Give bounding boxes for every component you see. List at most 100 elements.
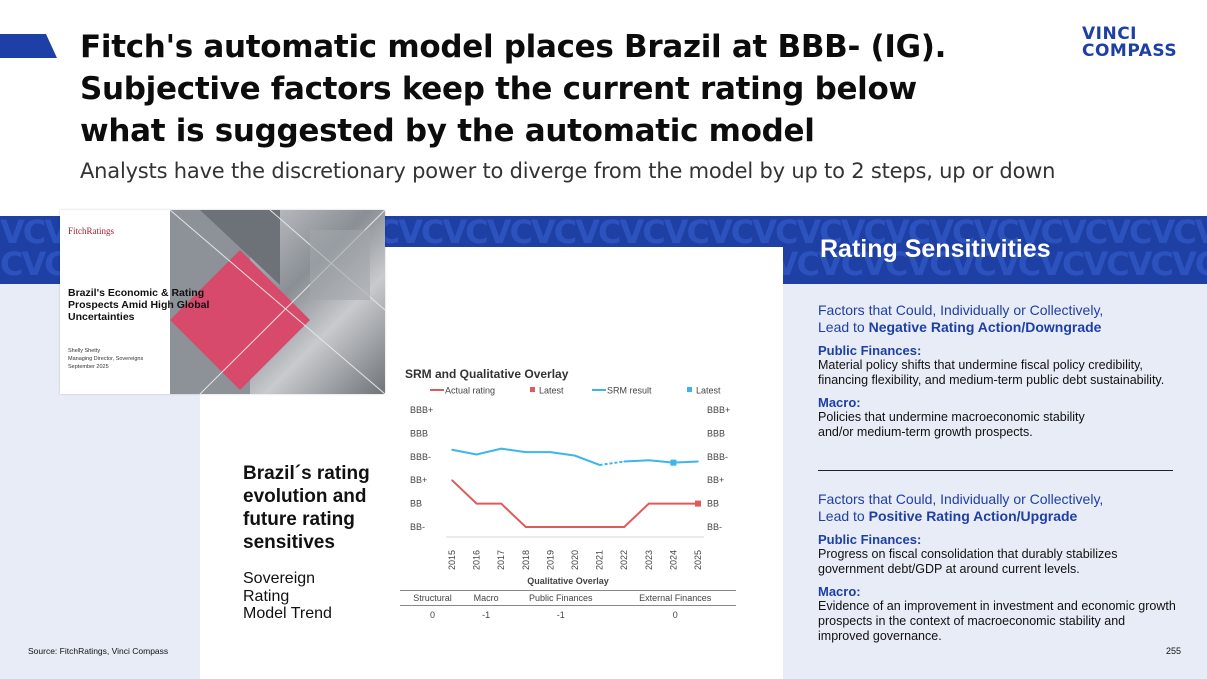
negative-heading-bold: Negative Rating Action/Downgrade bbox=[868, 319, 1102, 335]
x-tick-label: 2017 bbox=[496, 550, 506, 570]
vinci-compass-logo: VINCI COMPASS bbox=[1082, 26, 1177, 60]
cover-heading: Brazil's Economic & Rating Prospects Ami… bbox=[68, 287, 210, 323]
series-line-srm bbox=[451, 447, 600, 466]
overlay-value: 0 bbox=[429, 610, 435, 620]
overlay-header: Structural bbox=[400, 590, 465, 606]
negative-heading-line: Factors that Could, Individually or Coll… bbox=[818, 302, 1104, 318]
chart-title: SRM and Qualitative Overlay bbox=[405, 367, 569, 381]
legend-label-0: Actual rating bbox=[445, 386, 495, 396]
positive-item-label: Macro: bbox=[818, 584, 861, 599]
negative-item-text: Material policy shifts that undermine fi… bbox=[818, 358, 1165, 387]
overlay-header: Macro bbox=[464, 590, 508, 606]
srm-chart: Actual rating Latest SRM result Latest BB- BB… bbox=[410, 386, 730, 587]
positive-heading-bold: Positive Rating Action/Upgrade bbox=[868, 508, 1078, 524]
series-point-srm bbox=[525, 451, 527, 453]
legend-label-1: Latest bbox=[539, 386, 564, 396]
srm-trend-label: Sovereign Rating Model Trend bbox=[243, 570, 332, 623]
series-point-actual bbox=[598, 526, 601, 528]
logo-line-1: VINCI bbox=[1082, 24, 1138, 44]
overlay-value: -1 bbox=[556, 610, 565, 620]
series-line-srm-recent bbox=[624, 459, 699, 464]
series-point-srm bbox=[648, 459, 650, 462]
series-point-srm bbox=[451, 448, 453, 451]
series-line-srm-dashed bbox=[599, 460, 625, 466]
overlay-header: Public Finances bbox=[507, 590, 615, 606]
positive-item-text: Progress on fiscal consolidation that du… bbox=[818, 547, 1118, 576]
y-tick-label-right: BBB- bbox=[707, 452, 728, 462]
heading-line-1: Brazil´s rating bbox=[243, 463, 370, 484]
series-point-actual bbox=[451, 479, 453, 481]
y-tick-label-left: BB+ bbox=[410, 475, 427, 485]
page-number: 255 bbox=[1166, 646, 1182, 656]
cover-author: Shelly Shetty bbox=[68, 348, 101, 354]
y-tick-label-left: BB bbox=[410, 499, 422, 509]
positive-sensitivities: Factors that Could, Individually or Coll… bbox=[818, 491, 1178, 644]
y-tick-label-right: BBB+ bbox=[707, 405, 730, 415]
y-tick-label-left: BBB+ bbox=[410, 405, 433, 415]
trend-line-2: Rating bbox=[243, 587, 290, 605]
series-point-srm bbox=[623, 460, 625, 463]
cover-meta: Shelly Shetty Managing Director, Soverei… bbox=[68, 347, 143, 371]
latest-marker-1 bbox=[670, 459, 677, 466]
overlay-value: -1 bbox=[482, 610, 491, 620]
overlay-value-row: 0 -1 -1 0 bbox=[400, 606, 736, 625]
series-point-actual bbox=[672, 502, 675, 505]
y-tick-label-left: BBB bbox=[410, 428, 428, 438]
legend-swatch-1 bbox=[530, 387, 535, 392]
positive-heading: Factors that Could, Individually or Coll… bbox=[818, 491, 1178, 525]
x-tick-label: 2024 bbox=[668, 550, 678, 570]
y-tick-label-left: BBB- bbox=[410, 452, 431, 462]
trend-line-1: Sovereign bbox=[243, 570, 316, 587]
title-line-3: what is suggested by the automatic model bbox=[80, 113, 815, 149]
series-point-actual bbox=[475, 502, 478, 505]
x-tick-label: 2021 bbox=[595, 550, 605, 570]
series-point-srm bbox=[500, 447, 502, 450]
legend-swatch-3 bbox=[687, 387, 692, 392]
x-tick-label: 2019 bbox=[545, 550, 555, 570]
negative-sensitivities: Factors that Could, Individually or Coll… bbox=[818, 302, 1178, 440]
series-point-actual bbox=[648, 502, 650, 505]
cover-brand: FitchRatings bbox=[68, 226, 115, 236]
x-tick-label: 2020 bbox=[570, 550, 580, 570]
source-note: Source: FitchRatings, Vinci Compass bbox=[28, 646, 169, 656]
qualitative-overlay-table: Structural Macro Public Finances Externa… bbox=[400, 590, 736, 624]
title-line-2: Subjective factors keep the current rati… bbox=[80, 71, 917, 107]
x-tick-label: 2022 bbox=[619, 550, 629, 570]
series-point-actual bbox=[574, 526, 576, 528]
negative-heading: Factors that Could, Individually or Coll… bbox=[818, 302, 1178, 336]
x-axis-title: Qualitative Overlay bbox=[527, 576, 609, 586]
x-tick-label: 2018 bbox=[521, 550, 531, 570]
y-tick-label-right: BB bbox=[707, 499, 719, 509]
series-point-actual bbox=[525, 526, 527, 528]
x-tick-label: 2025 bbox=[693, 550, 703, 570]
positive-heading-prefix: Lead to bbox=[818, 508, 869, 524]
positive-heading-line: Factors that Could, Individually or Coll… bbox=[818, 491, 1104, 507]
overlay-header-row: Structural Macro Public Finances Externa… bbox=[400, 590, 736, 606]
report-cover: FitchRatings Brazil's Economic & Rating … bbox=[60, 210, 385, 394]
x-tick-label: 2023 bbox=[644, 550, 654, 570]
series-point-actual bbox=[549, 526, 552, 528]
negative-item-label: Public Finances: bbox=[818, 343, 922, 358]
series-point-srm bbox=[598, 464, 601, 466]
overlay-header: External Finances bbox=[614, 590, 736, 606]
negative-item-text: Policies that undermine macroeconomic st… bbox=[818, 410, 1085, 439]
series-line-actual bbox=[451, 479, 698, 528]
heading-line-4: sensitives bbox=[243, 532, 335, 553]
legend-label-3: Latest bbox=[696, 386, 721, 396]
series-point-srm bbox=[697, 460, 699, 463]
negative-item-label: Macro: bbox=[818, 395, 861, 410]
cover-role: Managing Director, Sovereigns bbox=[68, 356, 144, 362]
series-point-actual bbox=[500, 502, 502, 505]
trend-line-3: Model Trend bbox=[243, 605, 332, 622]
overlay-value: 0 bbox=[672, 610, 678, 620]
series-point-srm bbox=[549, 451, 552, 453]
logo-line-2: COMPASS bbox=[1082, 41, 1178, 61]
title-accent-bar bbox=[0, 34, 57, 58]
page-subtitle: Analysts have the discretionary power to… bbox=[80, 159, 1056, 183]
latest-marker-0 bbox=[695, 500, 701, 507]
y-tick-label-right: BBB bbox=[707, 428, 725, 438]
cover-photo bbox=[170, 210, 385, 394]
negative-heading-prefix: Lead to bbox=[818, 319, 869, 335]
page-title: Fitch's automatic model places Brazil at… bbox=[80, 26, 1060, 152]
positive-item-text: Evidence of an improvement in investment… bbox=[818, 599, 1176, 643]
